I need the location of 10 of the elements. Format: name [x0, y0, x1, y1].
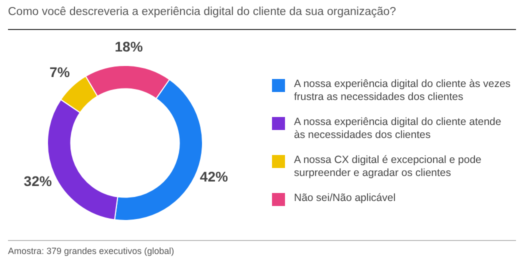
legend-label: A nossa experiência digital do cliente às vezes frustra as necessidades dos clientes: [294, 78, 512, 104]
legend-label: Não sei/Não aplicável: [294, 192, 396, 205]
chart-title: Como você descreveria a experiência digital do cliente da sua organização?: [8, 6, 396, 18]
data-label: 32%: [24, 172, 52, 189]
legend-label: A nossa experiência digital do cliente atende às necessidades dos clientes: [294, 116, 502, 142]
data-label: 42%: [200, 168, 228, 185]
legend-label: A nossa CX digital é excepcional e pode surpreender e agradar os clientes: [294, 154, 482, 180]
text: Amostra: 379 grandes executivos (global): [8, 246, 174, 256]
data-label: 7%: [50, 64, 70, 80]
data-label: 18%: [114, 38, 144, 54]
